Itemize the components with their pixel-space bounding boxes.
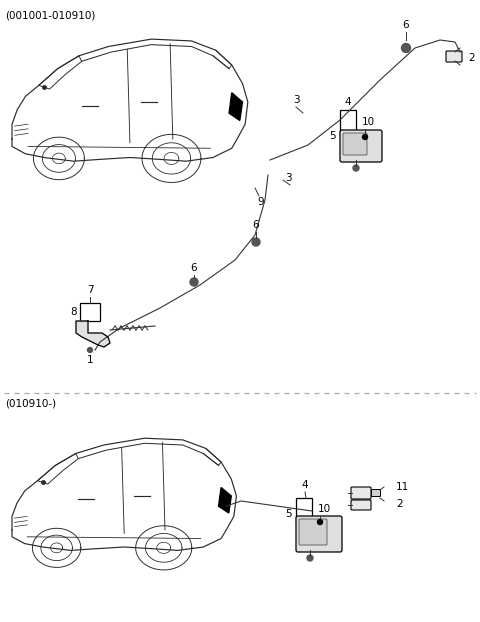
Polygon shape bbox=[229, 93, 242, 121]
FancyBboxPatch shape bbox=[372, 490, 381, 496]
FancyBboxPatch shape bbox=[343, 133, 367, 155]
Text: 8: 8 bbox=[71, 307, 77, 317]
Circle shape bbox=[362, 134, 368, 139]
FancyBboxPatch shape bbox=[296, 516, 342, 552]
Text: 2: 2 bbox=[468, 53, 475, 63]
Text: 6: 6 bbox=[403, 20, 409, 30]
Text: 6: 6 bbox=[252, 220, 259, 230]
Text: 10: 10 bbox=[362, 117, 375, 127]
Text: 1: 1 bbox=[87, 355, 93, 365]
Text: 6: 6 bbox=[191, 263, 197, 273]
Text: 3: 3 bbox=[293, 95, 300, 105]
Polygon shape bbox=[218, 488, 231, 513]
FancyBboxPatch shape bbox=[299, 519, 327, 545]
Circle shape bbox=[87, 348, 93, 353]
Text: 10: 10 bbox=[318, 504, 331, 514]
FancyBboxPatch shape bbox=[351, 500, 371, 510]
Text: 7: 7 bbox=[87, 285, 93, 295]
Polygon shape bbox=[76, 321, 110, 347]
Circle shape bbox=[353, 165, 359, 171]
Circle shape bbox=[307, 555, 313, 561]
Text: 5: 5 bbox=[286, 509, 292, 519]
Text: 5: 5 bbox=[329, 131, 336, 141]
Bar bbox=[296, 498, 312, 524]
Text: 4: 4 bbox=[345, 97, 351, 107]
Text: (010910-): (010910-) bbox=[5, 398, 56, 408]
Text: (001001-010910): (001001-010910) bbox=[5, 10, 96, 20]
Text: 2: 2 bbox=[396, 499, 403, 509]
Text: 9: 9 bbox=[258, 197, 264, 207]
FancyBboxPatch shape bbox=[446, 51, 462, 62]
Circle shape bbox=[317, 519, 323, 524]
Circle shape bbox=[401, 44, 410, 52]
Text: 3: 3 bbox=[285, 173, 292, 183]
Bar bbox=[80, 303, 100, 321]
Circle shape bbox=[190, 278, 198, 286]
Text: 11: 11 bbox=[396, 482, 409, 492]
Circle shape bbox=[252, 238, 260, 246]
Bar bbox=[340, 110, 356, 138]
FancyBboxPatch shape bbox=[340, 130, 382, 162]
Text: 4: 4 bbox=[302, 480, 308, 490]
FancyBboxPatch shape bbox=[351, 487, 371, 499]
